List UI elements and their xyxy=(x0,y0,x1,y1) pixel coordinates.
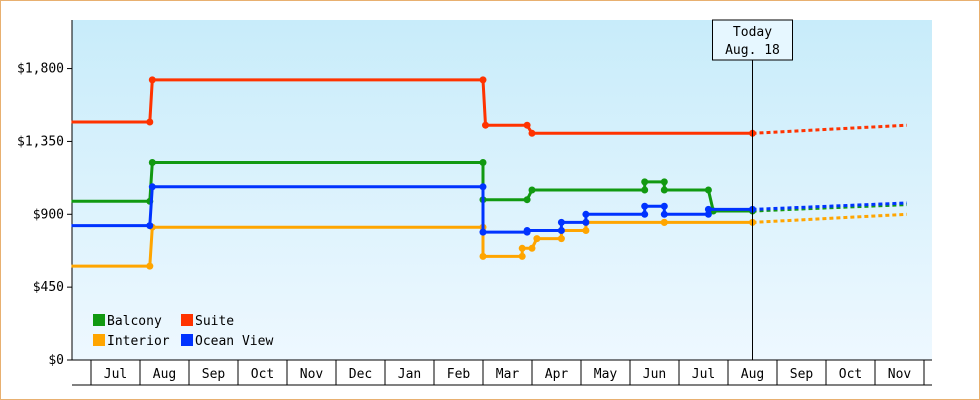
x-tick-label: Jun xyxy=(643,367,666,382)
series-point xyxy=(660,186,668,194)
series-point xyxy=(660,210,668,218)
legend-swatch xyxy=(181,334,193,346)
series-point xyxy=(557,235,565,243)
y-tick-label: $900 xyxy=(33,207,64,222)
x-tick-label: Jul xyxy=(104,367,127,382)
legend-label: Suite xyxy=(195,314,234,329)
series-point xyxy=(641,210,649,218)
series-point xyxy=(641,186,649,194)
x-axis: Jul Aug Sep Oct Nov Dec Jan Feb Mar Apr May Jun Jul A… xyxy=(72,359,932,386)
series-point xyxy=(582,218,590,226)
series-point xyxy=(582,210,590,218)
x-tick-label: Apr xyxy=(545,367,569,382)
legend: Balcony Suite Interior Ocean View xyxy=(93,314,273,349)
today-marker: Today Aug. 18 xyxy=(712,19,793,360)
x-tick-label: Jan xyxy=(398,367,421,382)
today-date: Aug. 18 xyxy=(725,43,780,58)
series-forecast-line xyxy=(752,203,907,213)
today-label: Today xyxy=(733,25,772,40)
x-tick-label: Aug xyxy=(153,367,176,382)
series-balcony xyxy=(71,159,907,215)
series-point xyxy=(479,183,487,191)
series-point xyxy=(641,202,649,210)
series-point xyxy=(479,252,487,260)
series-line xyxy=(71,185,753,234)
series-point xyxy=(146,222,154,230)
x-tick-label: Nov xyxy=(300,367,324,382)
series-point xyxy=(148,159,156,166)
legend-label: Balcony xyxy=(107,314,162,329)
y-axis: $0 $450 $900 $1,350 $1,800 xyxy=(17,20,73,368)
series-point xyxy=(148,183,156,191)
legend-swatch xyxy=(93,314,105,326)
x-tick-label: Nov xyxy=(888,367,912,382)
series-point xyxy=(533,235,541,243)
series-point xyxy=(523,196,531,204)
series-point xyxy=(641,178,649,186)
legend-swatch xyxy=(181,314,193,326)
series-forecast-line xyxy=(752,123,907,135)
series-point xyxy=(518,244,526,252)
x-tick-label: Dec xyxy=(349,367,372,382)
series-point xyxy=(479,159,487,166)
series-ocean-view xyxy=(71,183,907,236)
series-point xyxy=(523,121,531,129)
today-box xyxy=(712,19,793,61)
series-forecast-line xyxy=(752,201,907,211)
series-point xyxy=(704,205,712,213)
y-tick-label: $0 xyxy=(48,353,64,368)
y-tick-label: $450 xyxy=(33,280,64,295)
series-point xyxy=(528,129,536,137)
series-line xyxy=(71,161,753,213)
y-tick-label: $1,350 xyxy=(17,134,64,149)
series-layer xyxy=(71,76,907,270)
series-point xyxy=(557,227,565,234)
series-point xyxy=(518,252,526,260)
series-point xyxy=(704,210,712,218)
series-point xyxy=(528,244,536,252)
legend-label: Ocean View xyxy=(195,334,273,349)
series-point xyxy=(660,218,668,226)
series-point xyxy=(479,228,487,236)
series-point xyxy=(660,202,668,210)
series-point xyxy=(148,76,156,84)
legend-swatch xyxy=(93,334,105,346)
series-point xyxy=(557,218,565,226)
series-forecast-line xyxy=(752,212,907,224)
x-tick-label: Jul xyxy=(692,367,715,382)
series-point xyxy=(146,118,154,126)
x-tick-label: Oct xyxy=(251,367,274,382)
x-tick-label: Aug xyxy=(741,367,764,382)
x-tick-label: Oct xyxy=(839,367,862,382)
series-point xyxy=(704,186,712,194)
y-tick-label: $1,800 xyxy=(17,62,64,77)
x-tick-label: Feb xyxy=(447,367,471,382)
series-point xyxy=(528,186,536,194)
series-point xyxy=(523,227,531,234)
legend-label: Interior xyxy=(107,334,170,349)
series-point xyxy=(482,121,489,129)
series-point xyxy=(582,227,590,234)
series-suite xyxy=(71,76,907,137)
series-point xyxy=(146,262,154,270)
x-tick-label: May xyxy=(594,367,618,382)
series-point xyxy=(479,76,487,84)
x-tick-label: Mar xyxy=(496,367,520,382)
plot-area xyxy=(72,20,932,360)
series-point xyxy=(660,178,668,186)
x-tick-label: Sep xyxy=(790,367,814,382)
x-tick-label: Sep xyxy=(202,367,226,382)
